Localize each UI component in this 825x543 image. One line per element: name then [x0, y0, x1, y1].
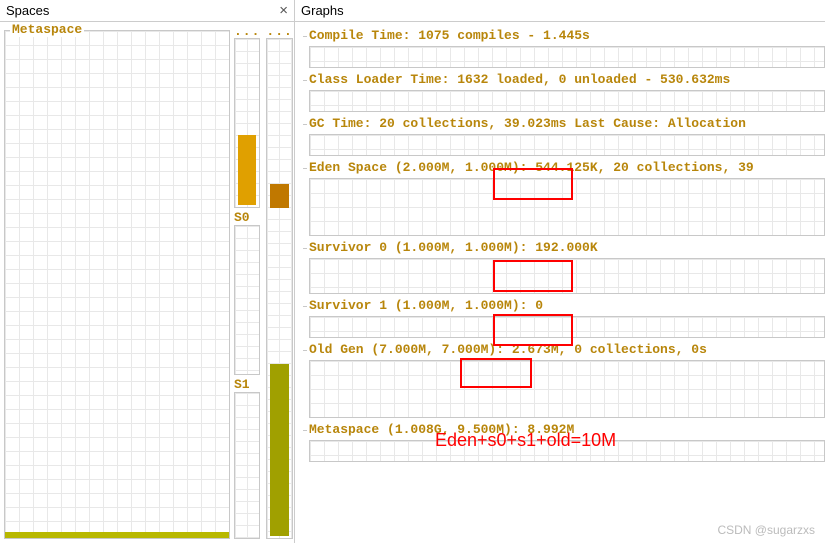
annotation-text: Eden+s0+s1+old=10M — [435, 430, 616, 451]
close-icon[interactable]: × — [279, 2, 288, 19]
strip-old — [309, 360, 825, 418]
side-col1-area-mid — [234, 225, 260, 375]
strip-classloader — [309, 90, 825, 112]
section-s1: Survivor 1 (1.000M, 1.000M): 0 — [303, 298, 825, 338]
side-col2-bar-bot — [270, 364, 288, 536]
side-col1-top-label: ... — [234, 24, 260, 38]
side-col2-area — [266, 38, 292, 539]
watermark: CSDN @sugarzxs — [717, 523, 815, 537]
strip-s1 — [309, 316, 825, 338]
title-gc: GC Time: 20 collections, 39.023ms Last C… — [303, 116, 825, 131]
strip-eden — [309, 178, 825, 236]
section-classloader: Class Loader Time: 1632 loaded, 0 unload… — [303, 72, 825, 112]
section-eden: Eden Space (2.000M, 1.000M): 544.125K, 2… — [303, 160, 825, 236]
title-compile: Compile Time: 1075 compiles - 1.445s — [303, 28, 825, 43]
side-col1-bar1 — [238, 135, 256, 205]
strip-s0 — [309, 258, 825, 294]
spaces-panel: Spaces × Metaspace ... S0 S1 — [0, 0, 295, 543]
section-gc: GC Time: 20 collections, 39.023ms Last C… — [303, 116, 825, 156]
side-col-2: ... — [266, 24, 292, 539]
metaspace-fill — [5, 532, 229, 538]
side-col2-bar-top — [270, 184, 288, 208]
section-s0: Survivor 0 (1.000M, 1.000M): 192.000K — [303, 240, 825, 294]
side-col1-area-top — [234, 38, 260, 208]
side-col2-top-label: ... — [266, 24, 292, 38]
strip-gc — [309, 134, 825, 156]
title-s0: Survivor 0 (1.000M, 1.000M): 192.000K — [303, 240, 825, 255]
spaces-body: Metaspace ... S0 S1 ... — [0, 22, 294, 543]
section-old: Old Gen (7.000M, 7.000M): 2.673M, 0 coll… — [303, 342, 825, 418]
side-col1-area-bot — [234, 392, 260, 539]
s1-label: S1 — [234, 377, 260, 392]
s0-label: S0 — [234, 210, 260, 225]
side-columns: ... S0 S1 ... — [234, 24, 292, 539]
graphs-title: Graphs — [301, 3, 344, 18]
metaspace-box — [4, 30, 230, 539]
metaspace-label: Metaspace — [10, 22, 84, 37]
side-col-1: ... S0 S1 — [234, 24, 260, 539]
root: Spaces × Metaspace ... S0 S1 — [0, 0, 825, 543]
spaces-header: Spaces × — [0, 0, 294, 22]
graphs-body: Compile Time: 1075 compiles - 1.445s Cla… — [295, 22, 825, 543]
spaces-title: Spaces — [6, 3, 49, 18]
title-eden: Eden Space (2.000M, 1.000M): 544.125K, 2… — [303, 160, 825, 175]
title-s1: Survivor 1 (1.000M, 1.000M): 0 — [303, 298, 825, 313]
section-compile: Compile Time: 1075 compiles - 1.445s — [303, 28, 825, 68]
title-old: Old Gen (7.000M, 7.000M): 2.673M, 0 coll… — [303, 342, 825, 357]
strip-compile — [309, 46, 825, 68]
graphs-panel: Graphs Compile Time: 1075 compiles - 1.4… — [295, 0, 825, 543]
title-classloader: Class Loader Time: 1632 loaded, 0 unload… — [303, 72, 825, 87]
graphs-header: Graphs — [295, 0, 825, 22]
